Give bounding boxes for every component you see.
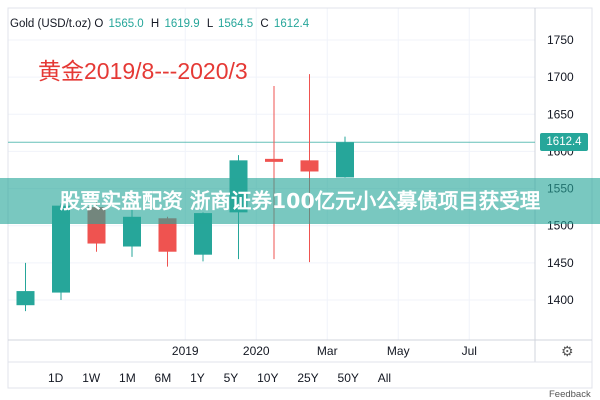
x-tick-label: May (387, 344, 410, 358)
close-label: C (260, 18, 269, 30)
chart-annotation: 黄金2019/8---2020/3 (38, 58, 248, 84)
x-tick-label: 2019 (172, 344, 199, 358)
range-6m[interactable]: 6M (154, 371, 172, 385)
range-10y[interactable]: 10Y (257, 371, 279, 385)
candle (336, 136, 354, 178)
range-50y[interactable]: 50Y (337, 371, 359, 385)
candle (300, 74, 319, 263)
candle (16, 262, 35, 312)
y-tick-label: 1400 (547, 293, 574, 307)
candle-body (16, 291, 35, 306)
gear-icon[interactable]: ⚙ (561, 343, 574, 359)
high-value: 1619.9 (164, 18, 200, 30)
open-value: 1565.0 (108, 18, 144, 30)
x-tick-label: 2020 (243, 344, 270, 358)
candle-body (336, 142, 354, 178)
candle (158, 216, 177, 267)
range-1d[interactable]: 1D (48, 371, 64, 385)
open-label: O (94, 18, 104, 30)
candle-body (158, 218, 177, 252)
overlay-banner: 股票实盘配资 浙商证券100亿元小公募债项目获受理 (0, 178, 600, 224)
candle-body (300, 160, 319, 172)
high-label: H (150, 18, 160, 30)
y-tick-label: 1450 (547, 256, 574, 270)
candles (16, 74, 354, 312)
low-value: 1564.5 (218, 18, 254, 30)
candle-body (265, 158, 283, 162)
y-tick-label: 1650 (547, 107, 574, 121)
low-label: L (206, 18, 213, 30)
range-selector: 1D 1W 1M 6M 1Y 5Y 10Y 25Y 50Y All (48, 371, 407, 385)
candle (265, 86, 283, 260)
x-axis-ticks: 2019 2020 Mar May Jul (172, 344, 477, 358)
range-1y[interactable]: 1Y (190, 371, 205, 385)
range-1m[interactable]: 1M (119, 371, 136, 385)
y-tick-label: 1750 (547, 33, 574, 47)
candle-body (52, 205, 70, 293)
y-tick-label: 1700 (547, 70, 574, 84)
last-price-tag: 1612.4 (540, 133, 588, 152)
banner-text: 股票实盘配资 浙商证券100亿元小公募债项目获受理 (59, 189, 541, 213)
range-5y[interactable]: 5Y (223, 371, 239, 385)
close-value: 1612.4 (273, 18, 310, 30)
x-tick-label: Jul (462, 344, 477, 358)
x-tick-label: Mar (317, 344, 338, 358)
candle-body (123, 216, 141, 247)
range-1w[interactable]: 1W (82, 371, 101, 385)
range-all[interactable]: All (377, 371, 392, 385)
range-25y[interactable]: 25Y (297, 371, 319, 385)
symbol-name: Gold (USD/t.oz) (10, 18, 92, 30)
y-axis-ticks: 14001450150015501600165017001750 (547, 33, 574, 307)
feedback-link[interactable]: Feedback (549, 389, 591, 400)
ohlc-header: Gold (USD/t.oz) O 1565.0 H 1619.9 L 1564… (10, 18, 313, 30)
